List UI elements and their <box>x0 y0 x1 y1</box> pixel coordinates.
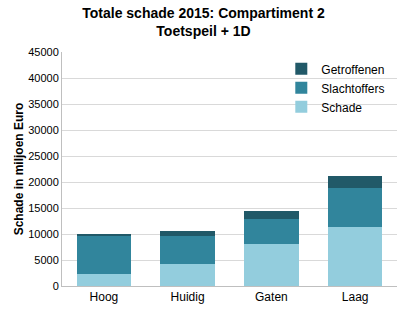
svg-text:Slachtoffers: Slachtoffers <box>321 82 384 96</box>
svg-text:Hoog: Hoog <box>90 290 119 304</box>
svg-text:Totale schade 2015: Compartime: Totale schade 2015: Compartiment 2Toetsp… <box>82 5 325 39</box>
svg-text:45000: 45000 <box>28 46 59 58</box>
svg-text:Schade in miljoen Euro: Schade in miljoen Euro <box>12 103 26 236</box>
svg-text:30000: 30000 <box>28 124 59 136</box>
svg-text:25000: 25000 <box>28 150 59 162</box>
svg-text:5000: 5000 <box>34 254 58 266</box>
svg-text:Laag: Laag <box>342 290 369 304</box>
svg-text:40000: 40000 <box>28 72 59 84</box>
svg-text:Schade: Schade <box>321 101 362 115</box>
svg-text:Huidig: Huidig <box>171 290 205 304</box>
svg-text:Getroffenen: Getroffenen <box>321 63 384 77</box>
svg-text:0: 0 <box>53 280 59 292</box>
svg-text:35000: 35000 <box>28 98 59 110</box>
svg-text:20000: 20000 <box>28 176 59 188</box>
svg-text:Gaten: Gaten <box>255 290 288 304</box>
svg-text:10000: 10000 <box>28 228 59 240</box>
svg-text:15000: 15000 <box>28 202 59 214</box>
